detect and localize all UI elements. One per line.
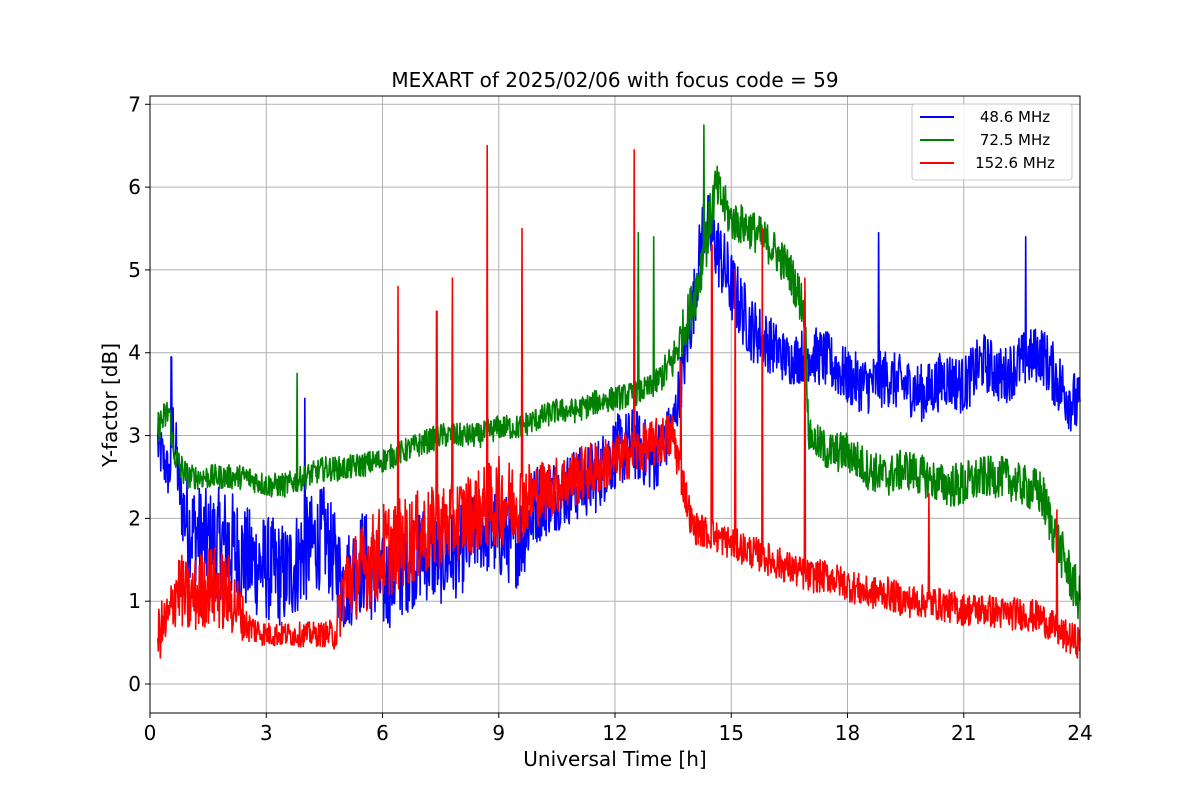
x-tick-label: 3 [260, 721, 273, 745]
y-tick-label: 7 [128, 92, 141, 116]
legend-box [911, 103, 1073, 181]
series-line [157, 195, 1081, 629]
x-tick-label: 18 [835, 721, 860, 745]
legend-label: 72.5 MHz [980, 131, 1050, 149]
legend-label: 48.6 MHz [980, 108, 1050, 126]
y-tick-label: 3 [128, 424, 141, 448]
legend: 48.6 MHz 72.5 MHz 152.6 MHz [911, 103, 1073, 181]
y-axis-label: Y-factor [dB] [98, 343, 122, 468]
y-tick-label: 4 [128, 341, 141, 365]
series-line [157, 144, 1081, 659]
x-tick-label: 6 [376, 721, 389, 745]
y-tick-label: 6 [128, 175, 141, 199]
x-tick-label: 21 [951, 721, 976, 745]
x-tick-label: 24 [1067, 721, 1092, 745]
y-tick-label: 1 [128, 589, 141, 613]
x-axis-label: Universal Time [h] [523, 747, 706, 771]
legend-label: 152.6 MHz [975, 154, 1055, 172]
x-tick-label: 0 [144, 721, 157, 745]
x-tick-label: 9 [492, 721, 505, 745]
y-tick-label: 0 [128, 672, 141, 696]
series-line [157, 124, 1081, 620]
y-tick-label: 5 [128, 258, 141, 282]
x-tick-label: 12 [602, 721, 627, 745]
x-tick-label: 15 [719, 721, 744, 745]
y-tick-label: 2 [128, 506, 141, 530]
chart-title: MEXART of 2025/02/06 with focus code = 5… [391, 68, 838, 92]
series-layer [157, 124, 1081, 659]
